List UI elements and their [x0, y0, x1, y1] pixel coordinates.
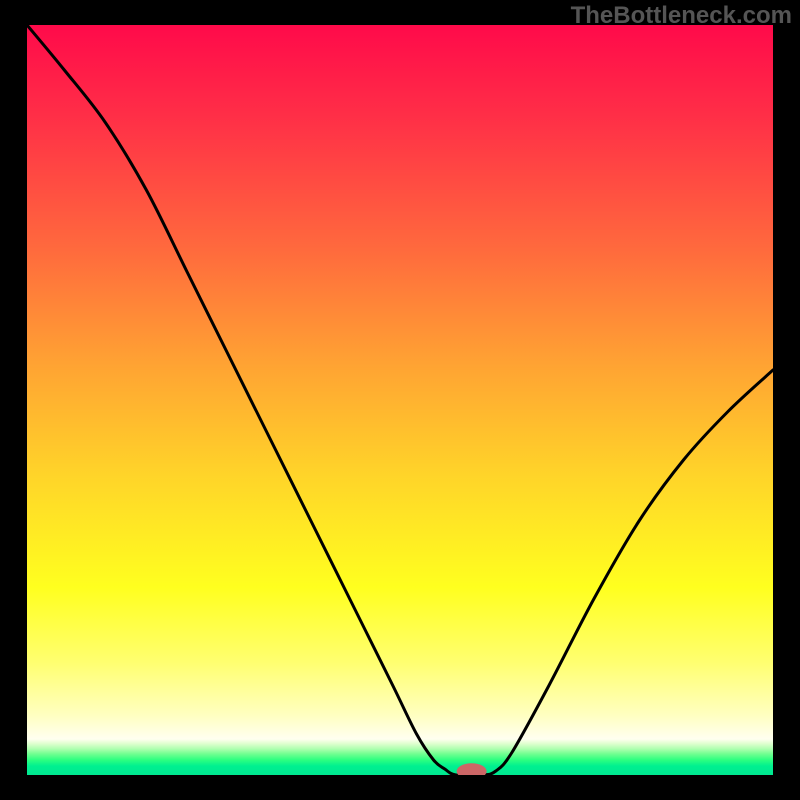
- watermark-text: TheBottleneck.com: [571, 2, 792, 30]
- chart-svg: [27, 25, 773, 775]
- bottleneck-chart: [27, 25, 773, 775]
